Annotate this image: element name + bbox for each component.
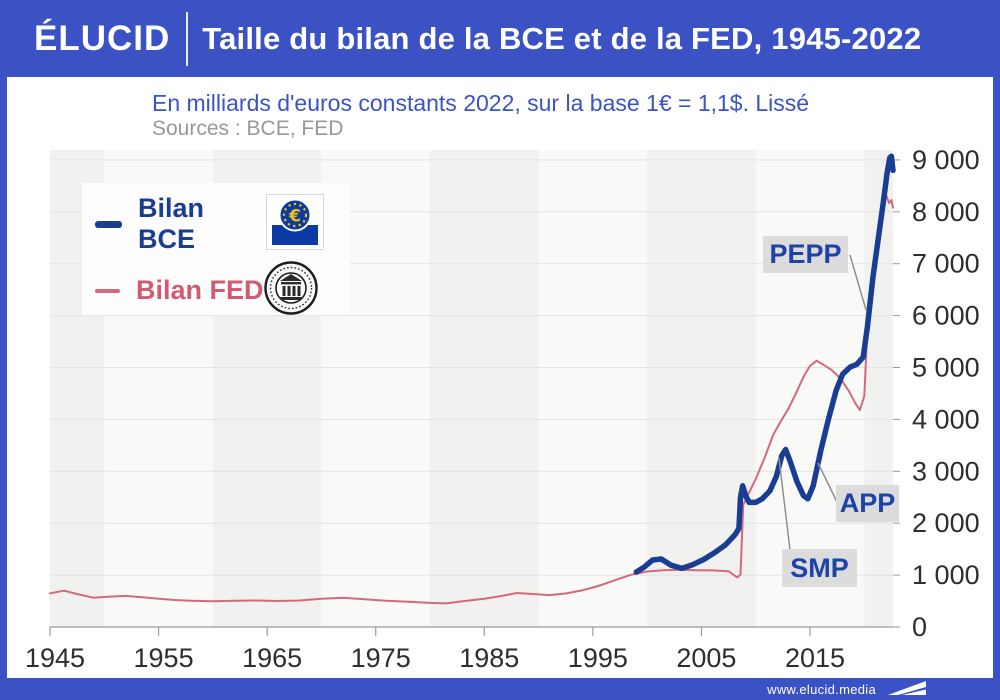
annotation-connectors — [778, 254, 867, 551]
annotation-smp: SMP — [782, 549, 857, 587]
svg-text:1975: 1975 — [351, 643, 411, 673]
fed-seal-logo-icon — [264, 261, 318, 320]
header-bar: ÉLUCID Taille du bilan de la BCE et de l… — [0, 0, 1000, 77]
svg-text:1965: 1965 — [242, 643, 302, 673]
svg-text:2015: 2015 — [785, 643, 845, 673]
svg-text:€: € — [288, 206, 301, 226]
fed-line-swatch — [95, 288, 120, 293]
footer-url: www.elucid.media — [767, 681, 876, 697]
svg-text:1955: 1955 — [134, 643, 194, 673]
y-grid-and-labels: 0 1 000 2 000 3 000 4 000 5 000 6 000 7 000 8 00… — [50, 145, 980, 642]
elucid-flag-icon — [886, 680, 928, 698]
chart-sources: Sources : BCE, FED — [152, 117, 344, 140]
svg-text:3 000: 3 000 — [912, 456, 980, 486]
chart-legend: Bilan BCE € Bilan FED — [82, 183, 350, 315]
fed-series-line — [49, 195, 894, 605]
ecb-euro-logo-icon: € — [266, 193, 324, 255]
header-separator — [186, 11, 189, 66]
svg-text:4 000: 4 000 — [912, 404, 980, 434]
legend-item-bce: Bilan BCE € — [82, 193, 324, 255]
annotation-pepp: PEPP — [763, 236, 848, 273]
legend-label-bce: Bilan BCE — [138, 193, 205, 254]
bce-line-swatch — [95, 220, 122, 228]
annotation-app: APP — [836, 485, 899, 522]
legend-item-fed: Bilan FED — [82, 261, 318, 320]
svg-text:7 000: 7 000 — [912, 249, 980, 279]
elucid-logo: ÉLUCID — [34, 18, 171, 58]
page-title: Taille du bilan de la BCE et de la FED, … — [202, 20, 922, 56]
frame-border-left — [0, 0, 7, 700]
legend-label-fed: Bilan FED — [136, 275, 264, 305]
decade-bands — [50, 150, 894, 627]
x-axis: 1945 1955 1965 1975 1985 1995 2005 2015 — [25, 626, 894, 673]
svg-text:1995: 1995 — [568, 643, 628, 673]
bce-series-line — [633, 153, 896, 575]
svg-text:2 000: 2 000 — [912, 508, 980, 538]
svg-text:1945: 1945 — [25, 643, 85, 673]
frame-border-right — [993, 0, 1000, 700]
svg-text:5 000: 5 000 — [912, 353, 980, 383]
svg-text:9 000: 9 000 — [912, 145, 980, 175]
svg-text:0: 0 — [912, 612, 927, 642]
footer-bar: www.elucid.media — [0, 678, 1000, 700]
svg-text:1 000: 1 000 — [912, 560, 980, 590]
svg-text:8 000: 8 000 — [912, 197, 980, 227]
svg-text:1985: 1985 — [459, 643, 519, 673]
chart-subtitle: En milliards d'euros constants 2022, sur… — [152, 90, 810, 116]
svg-text:2005: 2005 — [676, 643, 736, 673]
svg-text:6 000: 6 000 — [912, 301, 980, 331]
